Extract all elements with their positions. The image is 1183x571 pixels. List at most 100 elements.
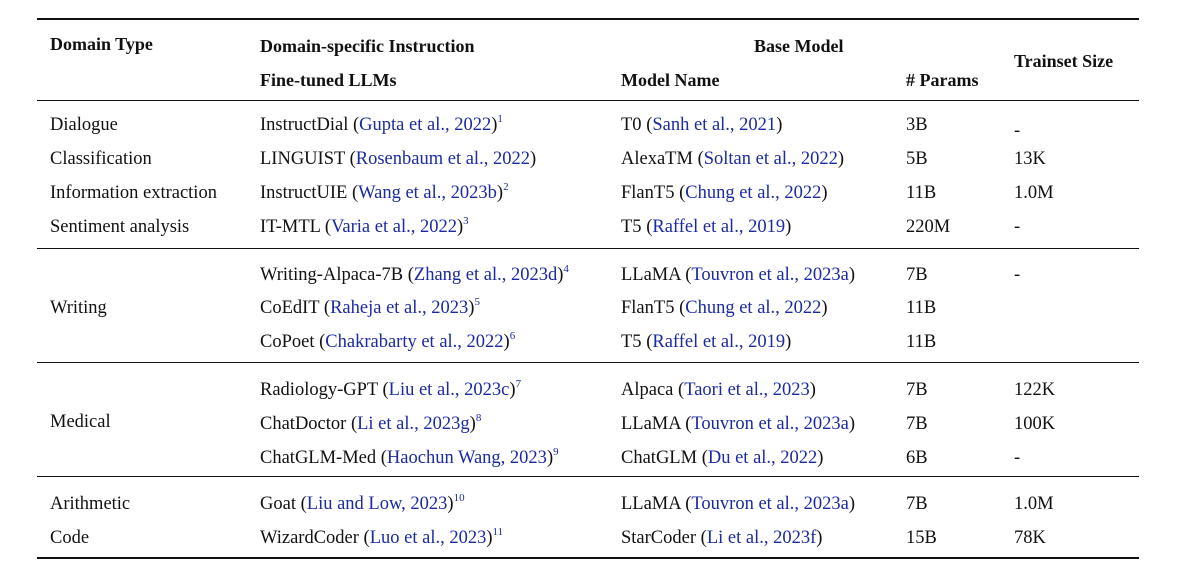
footnote-marker: 2 bbox=[503, 180, 509, 193]
base-model-cell: LLaMA (Touvron et al., 2023a) bbox=[621, 414, 856, 434]
base-model-name: Alpaca bbox=[621, 380, 674, 400]
params-cell: 220M bbox=[906, 217, 951, 237]
base-model-citation: Taori et al., 2023 bbox=[684, 380, 810, 400]
llm-name: Goat bbox=[260, 494, 296, 514]
trainset-cell: 1.0M bbox=[1014, 494, 1054, 514]
header-domain-type: Domain Type bbox=[50, 34, 153, 54]
domain-cell: Sentiment analysis bbox=[50, 217, 190, 237]
params-cell: 3B bbox=[906, 115, 928, 135]
base-model-cell: T5 (Raffel et al., 2019) bbox=[621, 217, 792, 237]
trainset-cell: - bbox=[1014, 265, 1021, 285]
llm-citation: Zhang et al., 2023d bbox=[413, 265, 558, 285]
llm-citation: Haochun Wang, 2023 bbox=[386, 448, 547, 468]
footnote-marker: 11 bbox=[492, 525, 504, 538]
llm-name: LINGUIST bbox=[260, 149, 345, 169]
domain-cell: Arithmetic bbox=[50, 494, 131, 514]
llm-name: ChatGLM-Med bbox=[260, 448, 377, 468]
llm-cell: WizardCoder (Luo et al., 2023)11 bbox=[260, 525, 504, 548]
params-cell: 11B bbox=[906, 298, 937, 318]
base-model-citation: Du et al., 2022 bbox=[707, 448, 818, 468]
params-cell: 7B bbox=[906, 494, 928, 514]
footnote-marker: 4 bbox=[563, 262, 569, 275]
base-model-cell: T0 (Sanh et al., 2021) bbox=[621, 115, 783, 135]
llm-citation: Liu and Low, 2023 bbox=[306, 494, 448, 514]
base-model-name: ChatGLM bbox=[621, 448, 698, 468]
params-cell: 11B bbox=[906, 183, 937, 203]
base-model-name: StarCoder bbox=[621, 528, 697, 548]
header-params: # Params bbox=[906, 70, 979, 90]
llm-name: IT-MTL bbox=[260, 217, 321, 237]
params-cell: 7B bbox=[906, 414, 928, 434]
trainset-cell: 1.0M bbox=[1014, 183, 1054, 203]
header-instruction-line1: Domain-specific Instruction bbox=[260, 36, 475, 56]
group-rule bbox=[37, 248, 1139, 249]
llm-citation: Li et al., 2023g bbox=[357, 414, 470, 434]
trainset-cell: 122K bbox=[1014, 380, 1056, 400]
footnote-marker: 9 bbox=[553, 445, 559, 458]
base-model-cell: StarCoder (Li et al., 2023f) bbox=[621, 528, 823, 548]
base-model-name: T5 bbox=[621, 217, 642, 237]
header-trainset-size: Trainset Size bbox=[1014, 51, 1114, 71]
footnote-marker: 8 bbox=[475, 411, 482, 424]
base-model-citation: Soltan et al., 2022 bbox=[703, 149, 838, 169]
llm-citation: Chakrabarty et al., 2022 bbox=[325, 332, 504, 352]
params-cell: 5B bbox=[906, 149, 928, 169]
base-model-name: LLaMA bbox=[621, 414, 681, 434]
base-model-cell: LLaMA (Touvron et al., 2023a) bbox=[621, 265, 856, 285]
llm-cell: LINGUIST (Rosenbaum et al., 2022) bbox=[260, 149, 537, 169]
footnote-marker: 3 bbox=[463, 214, 469, 227]
trainset-cell: - bbox=[1014, 121, 1021, 141]
group-rule bbox=[37, 476, 1139, 477]
llm-cell: Goat (Liu and Low, 2023)10 bbox=[260, 491, 465, 514]
trainset-cell: 13K bbox=[1014, 149, 1046, 169]
footnote-marker: 1 bbox=[497, 112, 503, 125]
base-model-citation: Touvron et al., 2023a bbox=[691, 414, 849, 434]
top-rule bbox=[37, 18, 1139, 20]
llm-citation: Gupta et al., 2022 bbox=[359, 115, 492, 135]
header-instruction-line2: Fine-tuned LLMs bbox=[260, 70, 397, 90]
params-cell: 6B bbox=[906, 448, 928, 468]
bottom-rule bbox=[37, 557, 1139, 559]
llm-cell: ChatGLM-Med (Haochun Wang, 2023)9 bbox=[260, 445, 559, 468]
llm-citation: Rosenbaum et al., 2022 bbox=[355, 149, 530, 169]
base-model-citation: Chung et al., 2022 bbox=[685, 298, 822, 318]
trainset-cell: 100K bbox=[1014, 414, 1056, 434]
llm-cell: Writing-Alpaca-7B (Zhang et al., 2023d)4 bbox=[260, 262, 569, 285]
base-model-name: LLaMA bbox=[621, 494, 681, 514]
llm-cell: InstructDial (Gupta et al., 2022)1 bbox=[260, 112, 503, 135]
base-model-cell: AlexaTM (Soltan et al., 2022) bbox=[621, 149, 845, 169]
llm-name: WizardCoder bbox=[260, 528, 359, 548]
base-model-cell: FlanT5 (Chung et al., 2022) bbox=[621, 298, 828, 318]
llm-citation: Raheja et al., 2023 bbox=[330, 298, 469, 318]
domain-cell: Dialogue bbox=[50, 115, 118, 135]
comparison-table: Domain Type Domain-specific Instruction … bbox=[37, 18, 1139, 559]
llm-name: InstructDial bbox=[260, 115, 349, 135]
header-rule bbox=[37, 100, 1139, 101]
llm-cell: CoPoet (Chakrabarty et al., 2022)6 bbox=[260, 329, 516, 352]
base-model-cell: FlanT5 (Chung et al., 2022) bbox=[621, 183, 828, 203]
base-model-citation: Touvron et al., 2023a bbox=[691, 265, 849, 285]
llm-citation: Liu et al., 2023c bbox=[388, 380, 510, 400]
base-model-name: LLaMA bbox=[621, 265, 681, 285]
base-model-cell: ChatGLM (Du et al., 2022) bbox=[621, 448, 824, 468]
llm-cell: InstructUIE (Wang et al., 2023b)2 bbox=[260, 180, 509, 203]
trainset-cell: - bbox=[1014, 448, 1021, 468]
group-rule bbox=[37, 362, 1139, 363]
base-model-citation: Sanh et al., 2021 bbox=[652, 115, 777, 135]
base-model-citation: Chung et al., 2022 bbox=[685, 183, 822, 203]
llm-name: ChatDoctor bbox=[260, 414, 347, 434]
llm-name: CoPoet bbox=[260, 332, 315, 352]
llm-cell: IT-MTL (Varia et al., 2022)3 bbox=[260, 214, 469, 237]
params-cell: 7B bbox=[906, 265, 928, 285]
llm-citation: Wang et al., 2023b bbox=[358, 183, 497, 203]
header-base-model: Base Model bbox=[754, 36, 844, 56]
base-model-name: FlanT5 bbox=[621, 183, 675, 203]
domain-cell: Information extraction bbox=[50, 183, 217, 203]
base-model-cell: T5 (Raffel et al., 2019) bbox=[621, 332, 792, 352]
llm-name: CoEdIT bbox=[260, 298, 320, 318]
base-model-citation: Li et al., 2023f bbox=[706, 528, 817, 548]
base-model-name: AlexaTM bbox=[621, 149, 693, 169]
footnote-marker: 6 bbox=[509, 329, 516, 342]
base-model-name: T0 bbox=[621, 115, 642, 135]
llm-cell: CoEdIT (Raheja et al., 2023)5 bbox=[260, 295, 480, 318]
